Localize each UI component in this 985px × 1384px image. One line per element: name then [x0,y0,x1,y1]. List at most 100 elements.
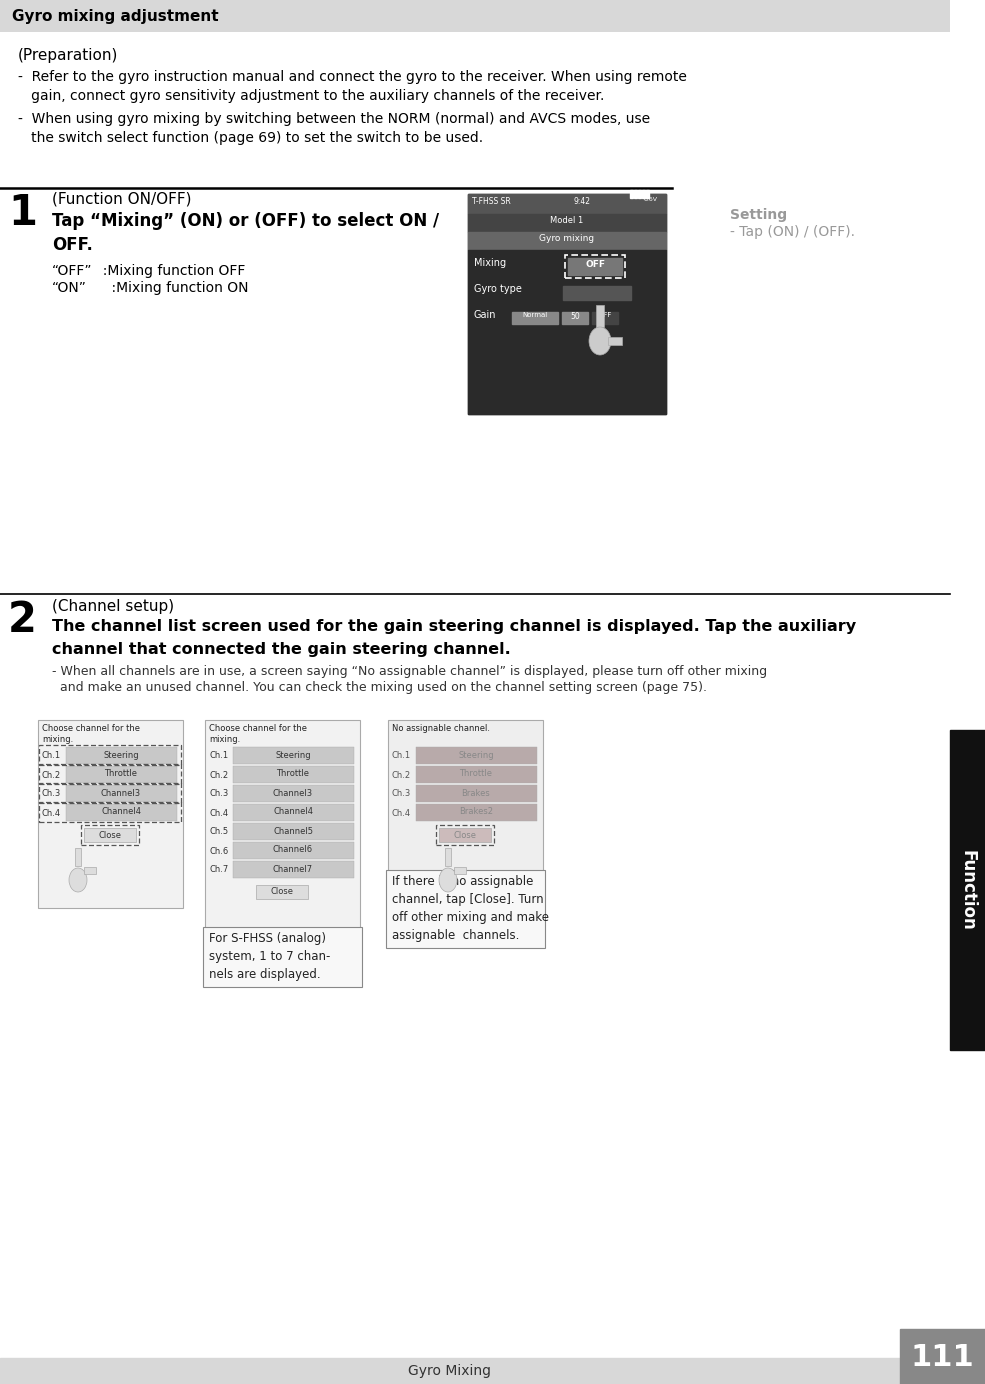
Text: Gyro mixing: Gyro mixing [540,234,595,244]
Bar [562,311,588,324]
Text: Gyro mixing adjustment: Gyro mixing adjustment [12,10,219,25]
Text: Ch.3: Ch.3 [209,789,229,799]
Text: Ch.1: Ch.1 [209,752,229,760]
Text: Steering: Steering [275,750,311,760]
Text: Mixing: Mixing [474,257,506,268]
Bar [950,729,985,1050]
Text: If there is no assignable
channel, tap [Close]. Turn
off other mixing and make
a: If there is no assignable channel, tap [… [392,875,549,943]
Text: The channel list screen used for the gain steering channel is displayed. Tap the: The channel list screen used for the gai… [52,619,856,634]
Bar [468,194,666,414]
Text: No assignable channel.: No assignable channel. [392,724,490,734]
Bar [608,336,622,345]
Bar [454,866,466,875]
Text: Channel4: Channel4 [273,807,313,817]
Text: and make an unused channel. You can check the mixing used on the channel setting: and make an unused channel. You can chec… [52,681,707,693]
Bar [0,1358,900,1384]
Bar [468,233,666,251]
Text: Tap “Mixing” (ON) or (OFF) to select ON /: Tap “Mixing” (ON) or (OFF) to select ON … [52,212,439,230]
Bar [203,927,362,987]
Ellipse shape [69,868,87,893]
Text: Ch.3: Ch.3 [392,789,412,799]
Text: channel that connected the gain steering channel.: channel that connected the gain steering… [52,642,511,657]
Text: OFF: OFF [585,260,605,268]
Ellipse shape [589,327,611,356]
Text: Ch.5: Ch.5 [209,828,229,836]
Bar [563,286,631,300]
Text: 6.6V: 6.6V [644,197,658,202]
Bar [468,215,666,233]
Bar [646,190,649,198]
Text: Gyro Mixing: Gyro Mixing [409,1365,492,1378]
Text: Close: Close [98,830,121,840]
Text: Throttle: Throttle [277,770,309,778]
Text: -  Refer to the gyro instruction manual and connect the gyro to the receiver. Wh: - Refer to the gyro instruction manual a… [18,71,687,84]
Bar [468,194,666,215]
Text: 1: 1 [8,192,37,234]
Bar [416,785,537,801]
Text: Gyro type: Gyro type [474,284,522,293]
Text: gain, connect gyro sensitivity adjustment to the auxiliary channels of the recei: gain, connect gyro sensitivity adjustmen… [18,89,605,102]
Bar [75,848,81,866]
Bar [642,190,645,198]
Text: Ch.1: Ch.1 [392,752,411,760]
Bar [233,747,354,764]
Text: Normal: Normal [522,311,548,318]
Text: Choose channel for the
mixing.: Choose channel for the mixing. [209,724,307,745]
Bar [233,785,354,801]
Text: 50: 50 [570,311,580,321]
Text: Channel4: Channel4 [101,807,141,817]
Text: -  When using gyro mixing by switching between the NORM (normal) and AVCS modes,: - When using gyro mixing by switching be… [18,112,650,126]
Bar [416,765,537,783]
Text: 2: 2 [8,599,36,641]
Text: 111: 111 [910,1342,974,1372]
Text: - Tap (ON) / (OFF).: - Tap (ON) / (OFF). [730,226,855,239]
Text: Steering: Steering [103,750,139,760]
Bar [233,861,354,877]
Bar [592,311,618,324]
Bar [439,828,491,841]
Bar [468,251,666,414]
Text: :Mixing function ON: :Mixing function ON [94,281,248,295]
Text: Ch.2: Ch.2 [392,771,411,779]
Text: Function: Function [958,850,976,930]
Text: Ch.4: Ch.4 [42,808,61,818]
Text: Setting: Setting [730,208,787,221]
Text: Throttle: Throttle [459,770,492,778]
Bar [38,720,183,908]
Text: OFF.: OFF. [52,237,93,255]
Text: - When all channels are in use, a screen saying “No assignable channel” is displ: - When all channels are in use, a screen… [52,664,767,678]
Text: Channel3: Channel3 [273,789,313,797]
Text: OFF: OFF [598,311,612,318]
Text: (Channel setup): (Channel setup) [52,599,174,614]
Bar [84,866,96,875]
Text: “ON”: “ON” [52,281,87,295]
Bar [512,311,558,324]
Text: Close: Close [271,887,294,897]
Text: Brakes2: Brakes2 [459,807,493,817]
Bar [630,190,633,198]
Bar [638,190,641,198]
Ellipse shape [439,868,457,893]
Bar [634,190,637,198]
Text: Steering: Steering [458,750,493,760]
Text: Ch.2: Ch.2 [209,771,229,779]
Bar [233,804,354,821]
Bar [66,765,177,783]
Text: Ch.4: Ch.4 [392,808,411,818]
Text: Brakes: Brakes [462,789,491,797]
Text: Ch.4: Ch.4 [209,808,229,818]
Bar [66,804,177,821]
Text: “OFF”: “OFF” [52,264,93,278]
Text: Throttle: Throttle [104,770,138,778]
Bar [66,785,177,801]
Text: Gain: Gain [474,310,496,320]
Bar [66,747,177,764]
Text: (Function ON/OFF): (Function ON/OFF) [52,192,191,208]
Bar [568,257,622,275]
Bar [445,848,451,866]
Text: Ch.3: Ch.3 [42,789,61,799]
Bar [84,828,136,841]
Text: Close: Close [453,830,477,840]
Text: 9:42: 9:42 [573,197,590,206]
Text: (Preparation): (Preparation) [18,48,118,64]
